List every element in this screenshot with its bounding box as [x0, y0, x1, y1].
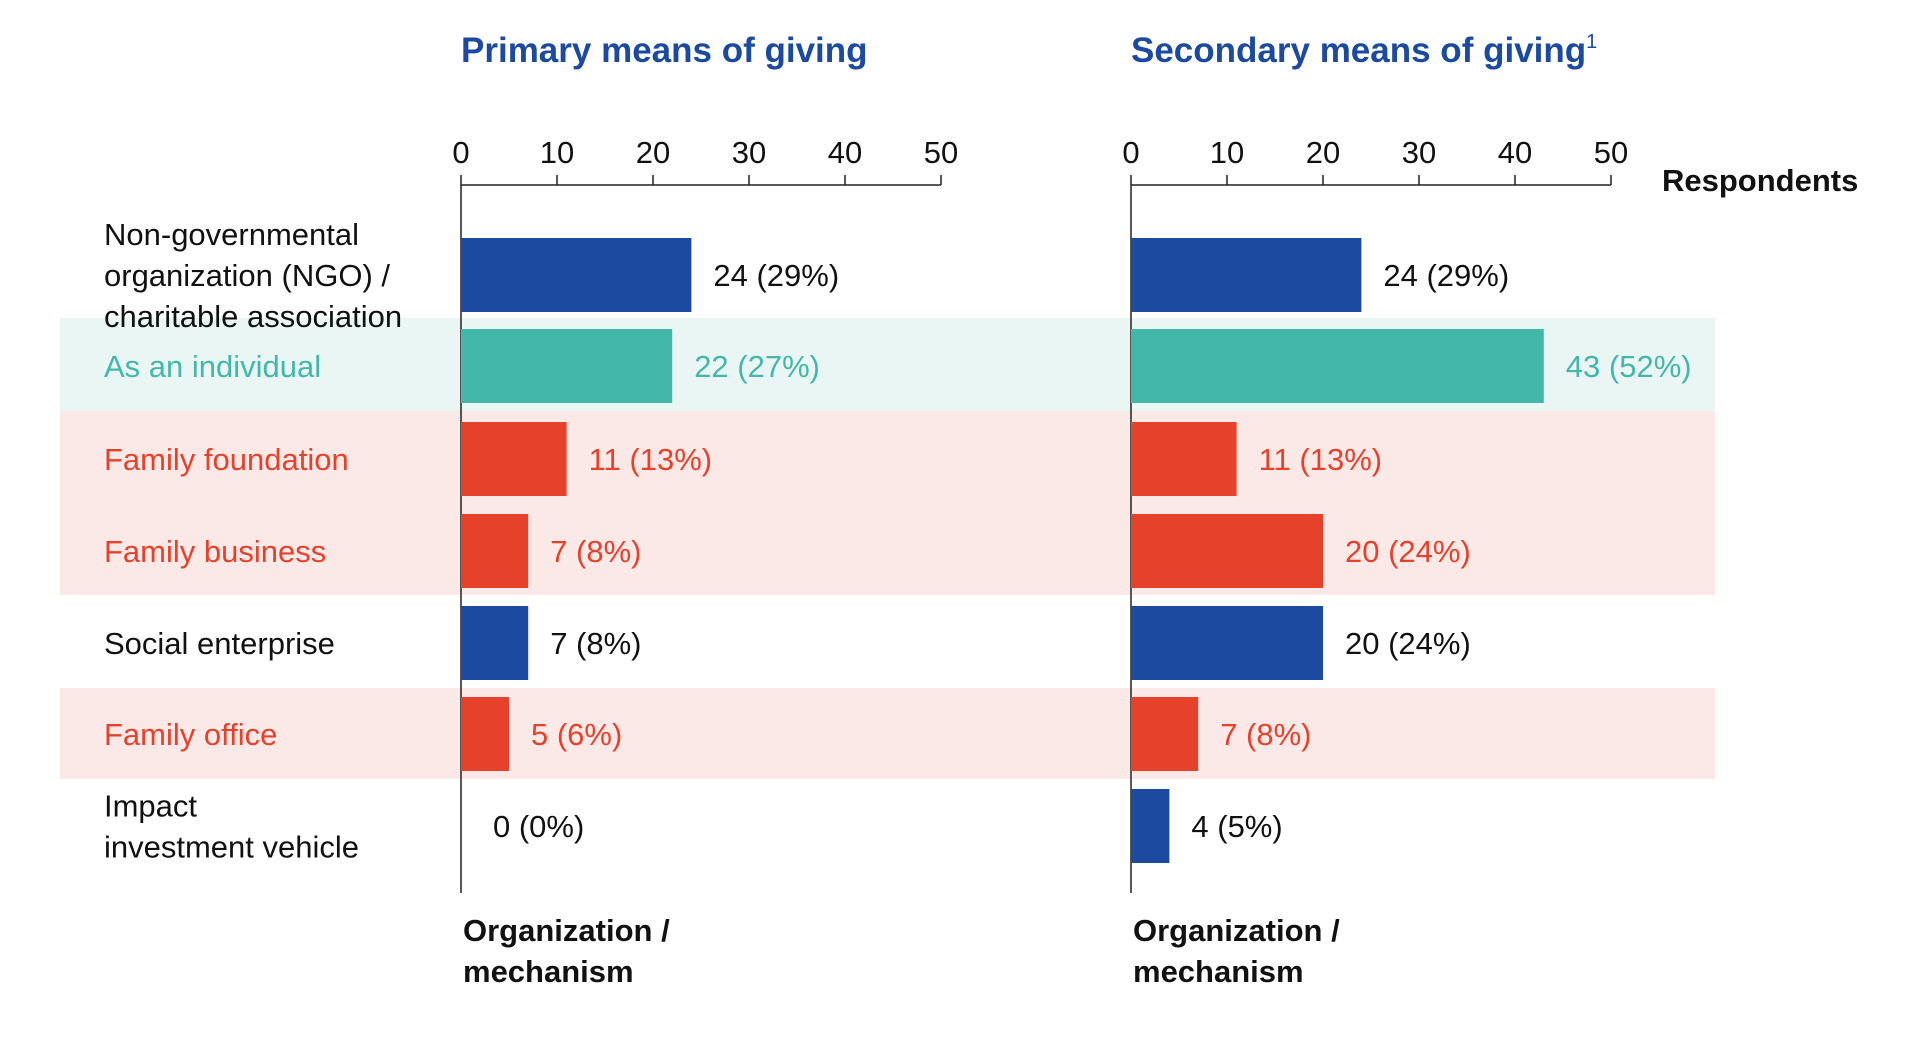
category-label: As an individual — [104, 349, 321, 384]
bar — [1131, 422, 1237, 496]
category-axis-label: mechanism — [463, 954, 634, 989]
tick-label: 50 — [924, 135, 958, 170]
category-label: Impact — [104, 789, 197, 824]
data-label: 0 (0%) — [493, 809, 584, 844]
category-label: Family foundation — [104, 442, 349, 477]
bar — [461, 514, 529, 588]
bar — [1131, 789, 1170, 863]
footnote-marker: 1 — [1586, 31, 1597, 53]
data-label: 20 (24%) — [1345, 626, 1471, 661]
data-label: 43 (52%) — [1566, 349, 1692, 384]
category-label: charitable association — [104, 299, 402, 334]
category-label: Family business — [104, 534, 326, 569]
tick-label: 30 — [732, 135, 766, 170]
tick-label: 20 — [636, 135, 670, 170]
data-label: 7 (8%) — [550, 534, 641, 569]
tick-label: 0 — [452, 135, 469, 170]
category-axis-label: Organization / — [463, 913, 670, 948]
category-label: organization (NGO) / — [104, 258, 390, 293]
data-label: 11 (13%) — [1259, 442, 1383, 477]
tick-label: 50 — [1594, 135, 1628, 170]
bar — [1131, 514, 1323, 588]
bar — [461, 238, 692, 312]
row-band — [60, 503, 1715, 595]
tick-label: 0 — [1122, 135, 1139, 170]
bar — [461, 697, 509, 771]
category-label: Social enterprise — [104, 626, 335, 661]
bar — [1131, 238, 1362, 312]
tick-label: 10 — [1210, 135, 1244, 170]
data-label: 7 (8%) — [1220, 717, 1311, 752]
data-label: 24 (29%) — [713, 258, 839, 293]
row-band — [60, 688, 1715, 779]
category-label: Family office — [104, 717, 277, 752]
panel-primary: Primary means of giving 0 10 20 30 40 50 24 (29… — [452, 31, 958, 989]
category-axis-label: Organization / — [1133, 913, 1340, 948]
data-label: 24 (29%) — [1383, 258, 1509, 293]
bar — [461, 606, 529, 680]
data-label: 7 (8%) — [550, 626, 641, 661]
panel-title: Primary means of giving — [461, 31, 868, 70]
row-band — [60, 411, 1715, 503]
tick-label: 40 — [1498, 135, 1532, 170]
data-label: 4 (5%) — [1191, 809, 1282, 844]
bar — [1131, 329, 1544, 403]
tick-label: 10 — [540, 135, 574, 170]
category-label: investment vehicle — [104, 830, 359, 865]
unit-label: Respondents — [1662, 163, 1858, 198]
data-label: 5 (6%) — [531, 717, 622, 752]
tick-label: 40 — [828, 135, 862, 170]
bar — [1131, 697, 1199, 771]
bar — [461, 422, 567, 496]
tick-label: 20 — [1306, 135, 1340, 170]
category-axis-label: mechanism — [1133, 954, 1304, 989]
data-label: 11 (13%) — [589, 442, 713, 477]
bar — [1131, 606, 1323, 680]
panel-secondary: Secondary means of giving1 0 10 20 30 40 50 24 … — [1122, 31, 1691, 989]
tick-label: 30 — [1402, 135, 1436, 170]
data-label: 20 (24%) — [1345, 534, 1471, 569]
category-label: Non-governmental — [104, 217, 359, 252]
data-label: 22 (27%) — [694, 349, 820, 384]
bar — [461, 329, 673, 403]
panel-title: Secondary means of giving1 — [1131, 31, 1597, 70]
